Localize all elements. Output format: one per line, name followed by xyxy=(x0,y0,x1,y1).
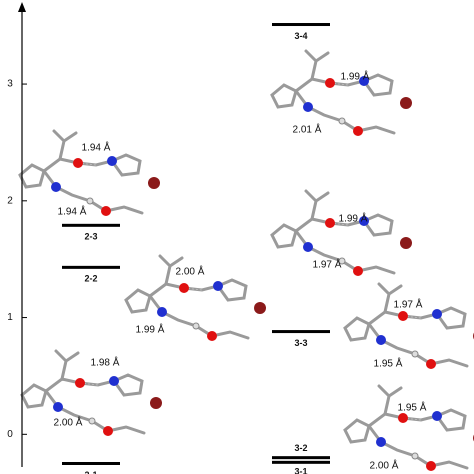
energy-level xyxy=(62,461,120,465)
energy-level xyxy=(62,265,120,269)
energy-level xyxy=(272,330,330,334)
y-tick-label: 3 xyxy=(7,79,13,90)
molecule xyxy=(343,384,474,473)
distance-label: 1.95 Å xyxy=(398,401,427,414)
distance-label: 1.99 Å xyxy=(136,323,165,336)
distance-label: 1.98 Å xyxy=(91,356,120,369)
molecule xyxy=(343,282,474,371)
distance-label: 1.97 Å xyxy=(313,258,342,271)
y-tick-label: 1 xyxy=(7,312,13,323)
energy-level xyxy=(272,23,330,27)
level-label: 3-2 xyxy=(294,443,307,453)
energy-level xyxy=(272,460,330,464)
axis-arrow xyxy=(18,2,26,12)
level-label: 2-1 xyxy=(84,470,97,474)
level-label: 3-3 xyxy=(294,338,307,348)
energy-level xyxy=(62,223,120,227)
distance-label: 1.99 Å xyxy=(341,70,370,83)
distance-label: 1.99 Å xyxy=(339,212,368,225)
y-tick-label: 0 xyxy=(7,429,13,440)
molecule xyxy=(270,189,414,278)
molecule xyxy=(270,49,414,138)
level-label: 2-3 xyxy=(84,232,97,242)
distance-label: 2.01 Å xyxy=(293,123,322,136)
distance-label: 1.95 Å xyxy=(374,357,403,370)
distance-label: 2.00 Å xyxy=(176,265,205,278)
energy-level xyxy=(272,456,330,460)
distance-label: 1.97 Å xyxy=(394,298,423,311)
distance-label: 1.94 Å xyxy=(58,205,87,218)
distance-label: 2.00 Å xyxy=(54,416,83,429)
y-tick-label: 2 xyxy=(7,195,13,206)
level-label: 3-1 xyxy=(294,467,307,474)
distance-label: 1.94 Å xyxy=(82,141,111,154)
level-label: 3-4 xyxy=(294,31,307,41)
distance-label: 2.00 Å xyxy=(370,459,399,472)
level-label: 2-2 xyxy=(84,274,97,284)
